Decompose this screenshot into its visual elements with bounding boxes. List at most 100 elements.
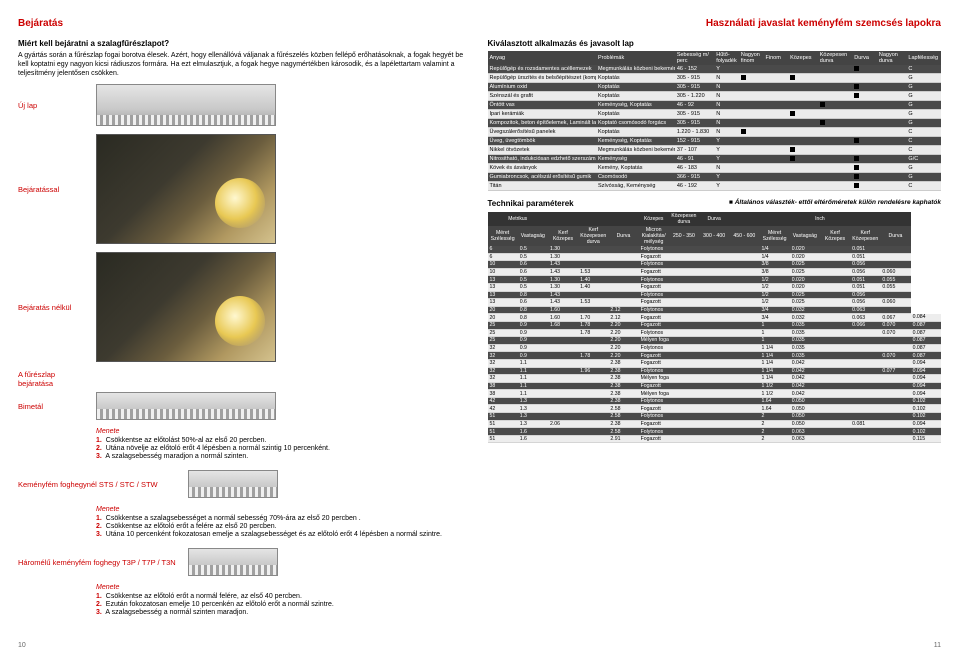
dim-cell: 0.8 bbox=[518, 314, 548, 322]
dim-cell: 0.050 bbox=[790, 397, 820, 405]
mat-cell bbox=[818, 164, 853, 173]
mat-cell bbox=[877, 155, 907, 164]
dim-cell bbox=[578, 359, 608, 367]
dim-cell: 0.087 bbox=[911, 344, 941, 352]
mat-cell: Repülőgép és rozsdamentes acéllemezek bbox=[488, 65, 596, 74]
dim-cell bbox=[608, 253, 638, 261]
mat-cell bbox=[877, 146, 907, 155]
dim-group-header: Közepesen durva bbox=[669, 212, 699, 226]
dim-row: 100.61.431.53Fogazott3/80.0250.0560.060 bbox=[488, 268, 942, 276]
dim-cell: Folytonos bbox=[639, 344, 669, 352]
mat-cell: G bbox=[906, 101, 941, 110]
dim-cell: 51 bbox=[488, 420, 518, 428]
dim-cell: 1.1 bbox=[518, 382, 548, 390]
dim-row: 60.51.30Fogazott1/40.0200.051 bbox=[488, 253, 942, 261]
dim-cell: 0.025 bbox=[790, 299, 820, 307]
mat-cell bbox=[877, 128, 907, 137]
mat-cell bbox=[788, 164, 818, 173]
dim-cell: 1.1 bbox=[518, 390, 548, 398]
dim-cell: 1 1/4 bbox=[759, 359, 789, 367]
dim-cell bbox=[578, 428, 608, 436]
dim-cell bbox=[729, 428, 759, 436]
dim-cell: 0.055 bbox=[880, 283, 910, 291]
dim-cell bbox=[850, 329, 880, 337]
mat-header: Hűtő- folyadék bbox=[714, 51, 739, 65]
dim-cell bbox=[880, 253, 910, 261]
dim-cell: 1.3 bbox=[518, 405, 548, 413]
dim-header: Kerf Közepes bbox=[820, 226, 850, 246]
dim-header: Durva bbox=[880, 226, 910, 246]
dim-cell bbox=[699, 291, 729, 299]
mat-cell bbox=[852, 83, 877, 92]
dim-cell bbox=[820, 428, 850, 436]
page-title-left: Bejáratás bbox=[18, 18, 466, 29]
dim-cell: 0.102 bbox=[911, 397, 941, 405]
dim-cell bbox=[820, 246, 850, 253]
dim-cell: 2.38 bbox=[608, 397, 638, 405]
dim-cell: 13 bbox=[488, 291, 518, 299]
dim-cell bbox=[729, 405, 759, 413]
dim-cell bbox=[820, 299, 850, 307]
dim-cell: 2 bbox=[759, 428, 789, 436]
mat-cell: G bbox=[906, 83, 941, 92]
dim-cell: 0.063 bbox=[790, 428, 820, 436]
dim-cell: 2.58 bbox=[608, 428, 638, 436]
mat-cell bbox=[739, 74, 764, 83]
dim-cell bbox=[850, 359, 880, 367]
blade-image-harom bbox=[188, 548, 278, 576]
dim-cell: Fogazott bbox=[639, 382, 669, 390]
dim-cell bbox=[699, 283, 729, 291]
dim-cell bbox=[729, 382, 759, 390]
mat-cell bbox=[739, 128, 764, 137]
dim-cell: 2.38 bbox=[608, 390, 638, 398]
mat-cell bbox=[764, 128, 789, 137]
mat-cell: Y bbox=[714, 65, 739, 74]
dim-cell: 0.070 bbox=[880, 329, 910, 337]
dim-cell: 1.78 bbox=[578, 321, 608, 329]
dim-cell: 0.081 bbox=[850, 420, 880, 428]
mat-header: Finom bbox=[764, 51, 789, 65]
dim-cell: 42 bbox=[488, 397, 518, 405]
mat-row: Gumiabroncsok, acélszál erősítésű gumikC… bbox=[488, 173, 942, 182]
label-ujlap: Új lap bbox=[18, 101, 96, 110]
mat-cell bbox=[739, 110, 764, 119]
dim-row: 130.51.301.40Folytonos1/20.0200.0510.055 bbox=[488, 276, 942, 284]
dim-cell: 0.070 bbox=[880, 321, 910, 329]
dim-cell: Folytonos bbox=[639, 291, 669, 299]
mat-cell bbox=[739, 182, 764, 191]
dim-cell bbox=[699, 299, 729, 307]
mat-cell bbox=[877, 74, 907, 83]
step-item: 2. Utána növelje az előtoló erőt 4 lépés… bbox=[96, 445, 466, 452]
dim-cell: 0.102 bbox=[911, 405, 941, 413]
mat-cell bbox=[739, 119, 764, 128]
dim-row: 250.91.681.782.20Fogazott10.0350.0660.07… bbox=[488, 321, 942, 329]
dim-cell bbox=[699, 337, 729, 345]
step-item: 1. Csökkentse az előtolást 50%-al az els… bbox=[96, 437, 466, 444]
mat-cell: 46 - 92 bbox=[675, 101, 714, 110]
dim-cell bbox=[669, 397, 699, 405]
dim-cell bbox=[820, 390, 850, 398]
question-heading: Miért kell bejáratni a szalagfűrészlapot… bbox=[18, 39, 466, 48]
mat-cell bbox=[818, 128, 853, 137]
mat-cell: G bbox=[906, 74, 941, 83]
dim-cell: 13 bbox=[488, 276, 518, 284]
dim-cell: 0.050 bbox=[790, 413, 820, 421]
dim-cell: 0.020 bbox=[790, 276, 820, 284]
dim-cell: 0.020 bbox=[790, 283, 820, 291]
dim-cell: 0.035 bbox=[790, 329, 820, 337]
dim-cell bbox=[578, 246, 608, 253]
dim-row: 421.32.58Fogazott1.640.0500.102 bbox=[488, 405, 942, 413]
mat-cell bbox=[818, 182, 853, 191]
dim-cell: 0.035 bbox=[790, 337, 820, 345]
dim-cell: 1.60 bbox=[548, 314, 578, 322]
dim-cell: 1.53 bbox=[578, 268, 608, 276]
mat-cell: N bbox=[714, 110, 739, 119]
dim-cell: 2.38 bbox=[608, 359, 638, 367]
mat-cell: Öntött vas bbox=[488, 101, 596, 110]
dim-cell: 0.056 bbox=[850, 291, 880, 299]
dim-cell: Fogazott bbox=[639, 283, 669, 291]
dim-cell: 0.087 bbox=[911, 329, 941, 337]
mat-cell: N bbox=[714, 164, 739, 173]
dim-cell: 1.53 bbox=[578, 299, 608, 307]
dim-cell: 2.20 bbox=[608, 329, 638, 337]
